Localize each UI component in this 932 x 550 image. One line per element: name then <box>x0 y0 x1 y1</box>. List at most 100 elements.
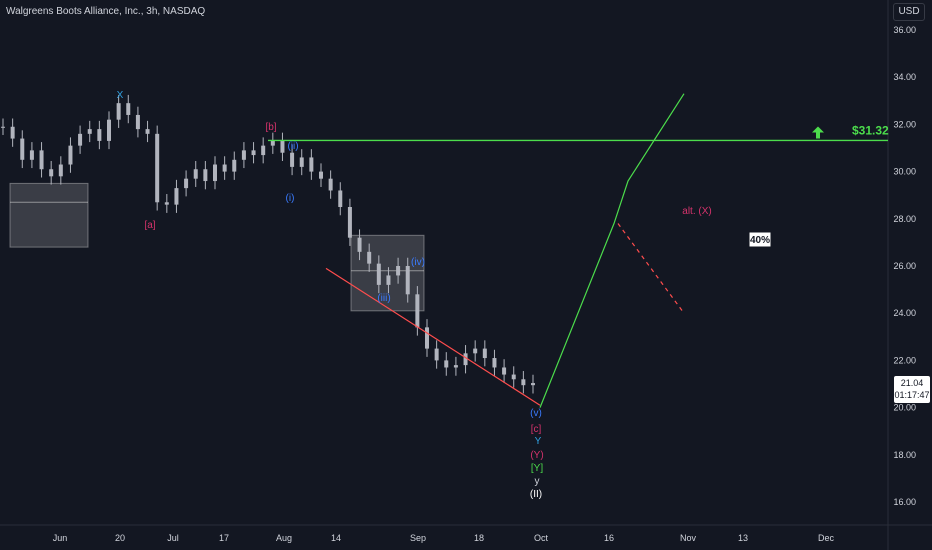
wave-label: [Y] <box>531 463 543 474</box>
candle-body <box>184 178 189 189</box>
wave-label: [b] <box>265 122 276 133</box>
currency-unit[interactable]: USD <box>893 3 925 21</box>
candle-body <box>463 353 468 366</box>
candle-body <box>328 178 333 191</box>
y-tick-label: 28.00 <box>893 214 916 224</box>
last-price-badge: 21.04 01:17:47 <box>894 376 930 403</box>
y-tick-label: 20.00 <box>893 403 916 413</box>
candle-body <box>434 348 439 361</box>
candle-body <box>68 145 73 165</box>
candle-body <box>97 129 102 141</box>
candle-body <box>58 164 63 177</box>
candle-body <box>357 237 362 252</box>
y-tick-label: 22.00 <box>893 355 916 365</box>
candle-body <box>155 133 160 203</box>
wave-label: (iv) <box>411 257 425 268</box>
candle-body <box>319 171 323 179</box>
wave-label: Y <box>535 436 542 447</box>
wave-label: [a] <box>144 220 155 231</box>
candle-body <box>290 152 295 167</box>
wave-label: (v) <box>530 408 542 419</box>
candle-body <box>482 348 487 359</box>
x-tick-label: 14 <box>331 533 341 543</box>
wave-label: (ii) <box>287 141 298 152</box>
wave-label: alt. (X) <box>682 206 711 217</box>
range-box-1 <box>9 182 89 248</box>
probability-callout-box <box>748 231 772 248</box>
x-tick-label: Oct <box>534 533 549 543</box>
candle-body <box>367 251 372 264</box>
candle-body <box>222 164 227 172</box>
candle-body <box>145 129 150 134</box>
candle-body <box>135 114 140 130</box>
wave-label: (i) <box>286 193 295 204</box>
candle-body <box>376 263 381 285</box>
candle-body <box>213 164 217 182</box>
target-label: $31.32 <box>852 123 889 137</box>
candle-body <box>396 266 401 276</box>
x-tick-label: Aug <box>276 533 292 543</box>
candle-body <box>261 145 266 156</box>
candle-body <box>309 157 314 172</box>
candle-body <box>280 140 285 153</box>
x-tick-label: 13 <box>738 533 748 543</box>
candle-body <box>78 133 83 146</box>
range-box-2 <box>350 234 425 312</box>
candle-body <box>386 275 391 285</box>
last-price-value: 21.04 <box>900 378 924 388</box>
y-tick-label: 26.00 <box>893 261 916 271</box>
candle-body <box>29 150 34 160</box>
bar-countdown: 01:17:47 <box>894 390 930 400</box>
candle-body <box>492 358 497 368</box>
candle-body <box>193 169 198 179</box>
candle-body <box>444 360 449 368</box>
wave-label: (Y) <box>530 450 543 461</box>
x-tick-label: 18 <box>474 533 484 543</box>
x-tick-label: 20 <box>115 533 125 543</box>
candle-body <box>473 348 478 354</box>
candle-body <box>251 150 256 156</box>
wave-label: (iii) <box>377 293 390 304</box>
candle-body <box>502 367 507 375</box>
wave-label: [c] <box>531 424 542 435</box>
candle-body <box>164 202 169 205</box>
candle-body <box>126 103 131 115</box>
candle-body <box>425 327 429 349</box>
arrow-up-icon <box>812 126 824 139</box>
x-tick-label: 17 <box>219 533 229 543</box>
candle-body <box>521 379 526 386</box>
x-tick-label: Sep <box>410 533 426 543</box>
y-tick-label: 36.00 <box>893 25 916 35</box>
candle-body <box>241 150 246 160</box>
candle-body <box>299 157 304 167</box>
candle-body <box>338 190 343 207</box>
candle-body <box>232 159 237 172</box>
projection-red-solid <box>325 267 541 406</box>
y-tick-label: 30.00 <box>893 167 916 177</box>
x-tick-label: Jun <box>53 533 68 543</box>
projection-green-path <box>539 93 685 408</box>
candle-body <box>453 365 458 368</box>
candle-body <box>415 294 420 328</box>
candle-body <box>203 169 208 182</box>
x-tick-label: 16 <box>604 533 614 543</box>
candle-body <box>10 126 15 139</box>
candle-body <box>511 374 516 380</box>
chart-title: Walgreens Boots Alliance, Inc., 3h, NASD… <box>6 6 206 17</box>
candle-body <box>1 126 5 128</box>
wave-label: y <box>535 476 540 487</box>
candle-body <box>270 140 275 146</box>
x-tick-label: Jul <box>167 533 179 543</box>
candle-body <box>39 150 44 170</box>
candle-body <box>87 129 92 134</box>
projection-red-dashed <box>617 223 685 314</box>
candle-body <box>49 169 54 177</box>
y-tick-label: 18.00 <box>893 450 916 460</box>
wave-label: (II) <box>530 489 542 500</box>
x-tick-label: Dec <box>818 533 835 543</box>
candle-body <box>174 188 179 205</box>
candle-body <box>405 266 410 295</box>
candle-body <box>116 103 121 120</box>
